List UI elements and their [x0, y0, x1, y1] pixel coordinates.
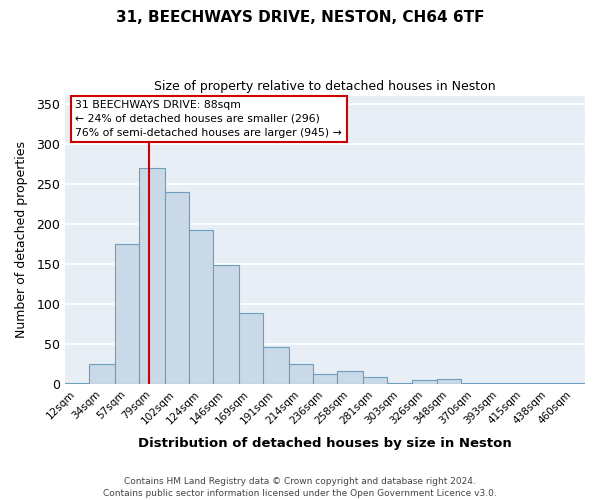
Y-axis label: Number of detached properties: Number of detached properties [15, 142, 28, 338]
Bar [362, 377, 387, 384]
Bar [313, 374, 337, 384]
Bar [65, 382, 89, 384]
Text: 31 BEECHWAYS DRIVE: 88sqm
← 24% of detached houses are smaller (296)
76% of semi: 31 BEECHWAYS DRIVE: 88sqm ← 24% of detac… [76, 100, 342, 138]
Bar [263, 348, 289, 384]
Bar [337, 370, 362, 384]
Bar [412, 380, 437, 384]
Bar [164, 192, 189, 384]
Bar [89, 364, 115, 384]
Bar [437, 380, 461, 384]
X-axis label: Distribution of detached houses by size in Neston: Distribution of detached houses by size … [138, 437, 512, 450]
Bar [139, 168, 164, 384]
Bar [214, 264, 239, 384]
Text: Contains HM Land Registry data © Crown copyright and database right 2024.
Contai: Contains HM Land Registry data © Crown c… [103, 476, 497, 498]
Bar [115, 244, 139, 384]
Title: Size of property relative to detached houses in Neston: Size of property relative to detached ho… [154, 80, 496, 93]
Bar [239, 313, 263, 384]
Bar [189, 230, 214, 384]
Text: 31, BEECHWAYS DRIVE, NESTON, CH64 6TF: 31, BEECHWAYS DRIVE, NESTON, CH64 6TF [116, 10, 484, 25]
Bar [289, 364, 313, 384]
Bar [560, 382, 585, 384]
Bar [511, 382, 536, 384]
